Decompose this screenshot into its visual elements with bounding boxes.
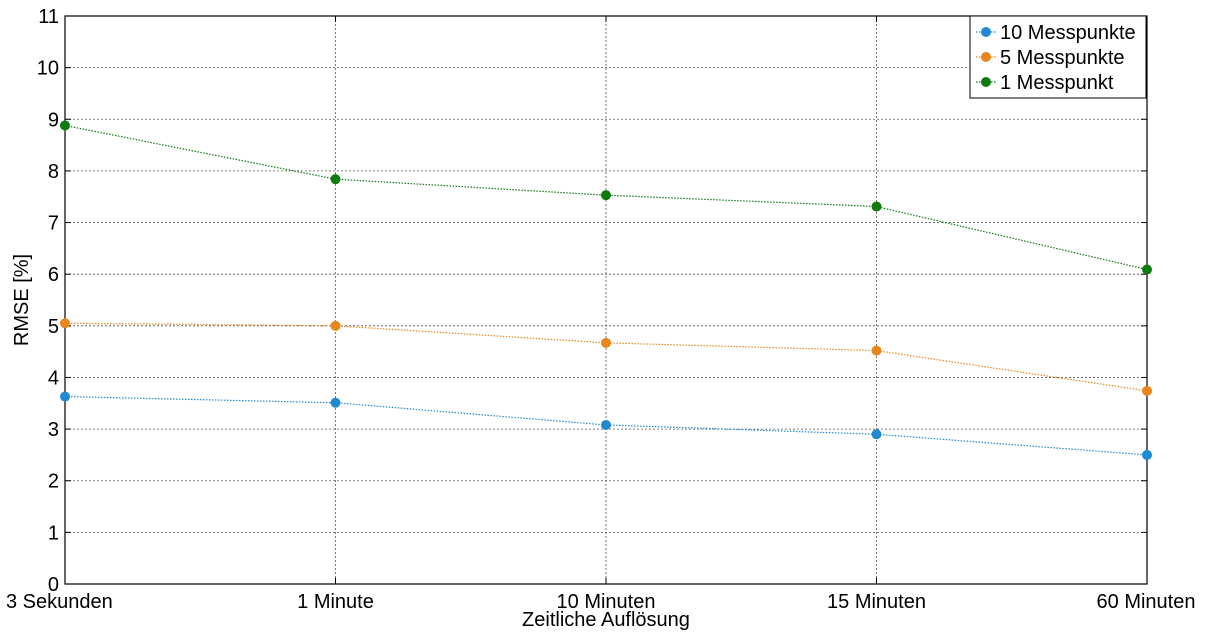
data-point [601,337,611,348]
legend-label: 1 Messpunkt [1000,72,1114,94]
y-tick-label: 6 [48,264,59,286]
legend-marker [981,52,991,62]
x-tick-label: 3 Sekunden [6,591,113,613]
y-tick-label: 1 [48,522,59,544]
series-line [64,322,1148,392]
series [60,120,1152,460]
data-point [871,429,882,440]
x-tick-label: 15 Minuten [827,591,926,613]
y-tick-label: 0 [48,574,59,596]
legend-marker [981,77,991,87]
data-point [60,318,70,329]
y-tick-label: 2 [48,471,59,493]
x-tick-label: 10 Minuten [557,591,656,613]
data-point [330,320,341,331]
x-tick-label: 1 Minute [297,591,374,613]
data-point [330,174,341,185]
y-tick-label: 5 [48,316,59,338]
data-point [60,391,70,402]
data-point [871,201,882,212]
y-tick-label: 11 [38,6,59,28]
series-2 [60,318,1152,396]
x-tick-label: 60 Minuten [1097,591,1196,613]
series-1 [60,391,1152,460]
series-3 [60,120,1152,275]
data-point [601,419,611,430]
x-axis-ticks: 3 Sekunden 1 Minute 10 Minuten 15 Minuten 60… [6,16,1195,613]
legend-item: 1 Messpunkt [976,72,1114,94]
data-point [871,345,882,356]
y-tick-label: 10 [37,58,59,80]
grid [65,16,1147,584]
data-point [1142,449,1152,460]
legend-label: 5 Messpunkte [1000,47,1125,69]
data-point [1142,385,1152,396]
y-axis-ticks: 0 1 2 3 4 5 6 7 8 9 10 11 [37,6,1147,596]
data-point [60,120,70,131]
data-point [601,190,611,201]
legend-marker [981,27,991,37]
data-point [330,397,341,408]
series-line [64,395,1148,456]
legend-box [969,15,1147,99]
y-axis-label: RMSE [%] [11,254,33,346]
legend-item: 5 Messpunkte [976,47,1125,69]
legend: 10 Messpunkte 5 Messpunkte 1 Messpunkt [969,15,1147,99]
x-axis-label: Zeitliche Auflösung [522,609,690,631]
y-tick-label: 3 [48,419,59,441]
y-tick-label: 9 [48,109,59,131]
data-point [1142,264,1152,275]
legend-label: 10 Messpunkte [1000,22,1136,44]
y-tick-label: 4 [48,367,59,389]
legend-item: 10 Messpunkte [976,22,1136,44]
y-tick-label: 8 [48,161,59,183]
y-tick-label: 7 [48,213,59,235]
